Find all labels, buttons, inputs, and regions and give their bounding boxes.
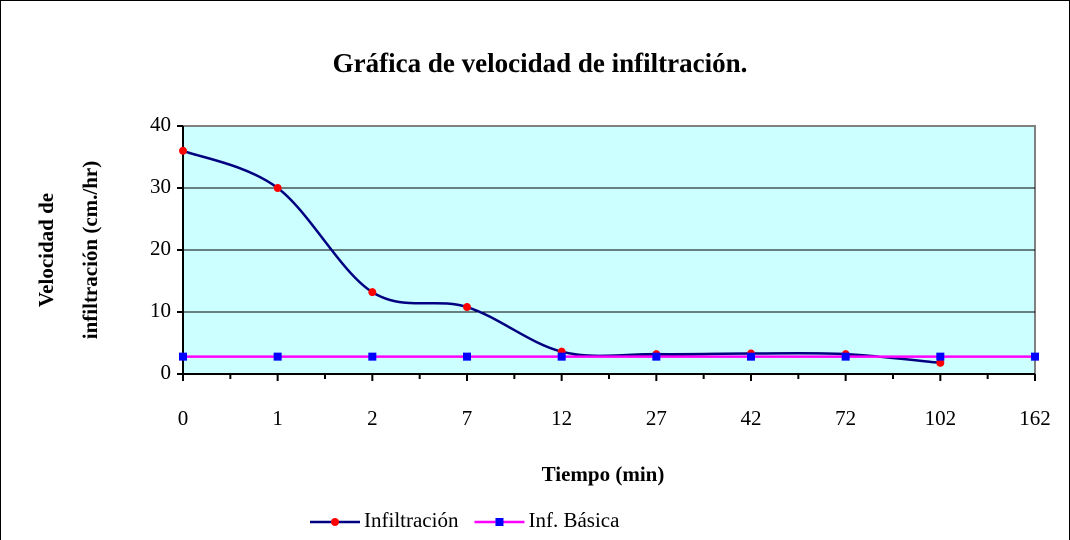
y-tick-label: 40 (150, 112, 171, 136)
point-marker (273, 352, 282, 361)
legend-marker (331, 518, 339, 526)
point-marker (1031, 352, 1039, 361)
point-marker (652, 352, 661, 361)
point-marker (936, 352, 945, 361)
x-tick-label: 0 (178, 406, 189, 430)
x-tick-label: 27 (646, 406, 667, 430)
point-marker (747, 352, 755, 361)
x-tick-label: 162 (1019, 406, 1051, 430)
point-marker (179, 352, 187, 361)
x-tick-label: 72 (835, 406, 856, 430)
x-tick-label: 2 (367, 406, 378, 430)
legend-label: Inf. Básica (528, 508, 620, 532)
y-tick-label: 30 (150, 174, 171, 198)
y-tick-label: 20 (150, 236, 171, 260)
legend-label: Infiltración (364, 508, 459, 532)
x-tick-label: 12 (551, 406, 572, 430)
point-marker (841, 352, 850, 361)
point-marker (179, 146, 187, 155)
y-tick-label: 10 (150, 298, 171, 322)
point-marker (463, 352, 471, 361)
point-marker (368, 288, 377, 297)
point-marker (368, 352, 377, 361)
y-tick-label: 0 (161, 360, 172, 384)
point-marker (273, 184, 282, 192)
chart-title: Gráfica de velocidad de infiltración. (333, 48, 748, 78)
x-tick-label: 7 (462, 406, 473, 430)
point-marker (463, 303, 471, 312)
point-marker (557, 352, 566, 361)
x-tick-label: 1 (272, 406, 283, 430)
x-tick-label: 42 (741, 406, 762, 430)
y-axis-label: infiltración (cm./hr) (78, 161, 102, 339)
point-marker (936, 358, 945, 367)
legend-marker (495, 518, 504, 526)
x-axis-label: Tiempo (min) (542, 462, 665, 486)
x-tick-label: 102 (925, 406, 957, 430)
series-line (182, 149, 941, 365)
y-axis-label: Velocidad de (34, 193, 58, 307)
